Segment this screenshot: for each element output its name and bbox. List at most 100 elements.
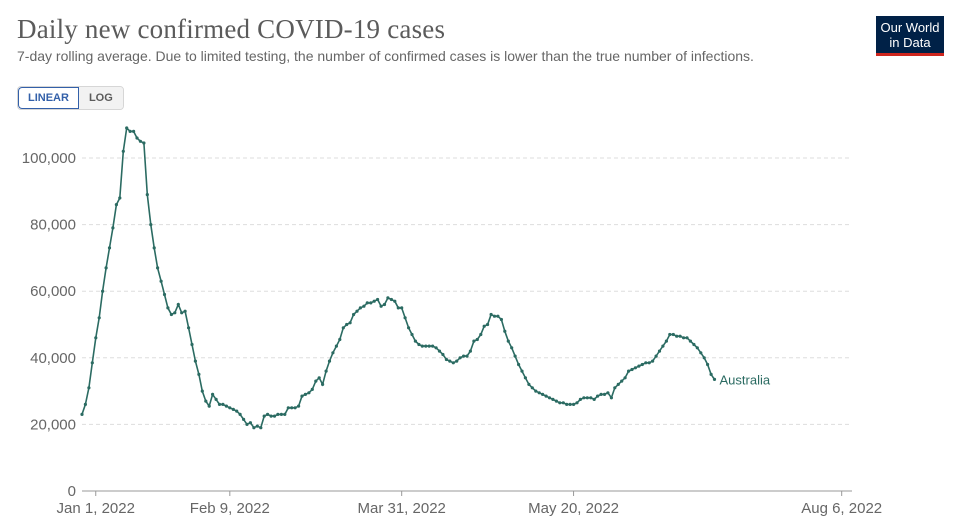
data-point (121, 149, 125, 153)
data-point (334, 344, 338, 348)
data-point (486, 322, 490, 327)
data-point (242, 417, 246, 421)
data-point (386, 296, 390, 300)
data-point (427, 344, 431, 348)
data-point (627, 369, 631, 373)
data-point (221, 402, 225, 406)
data-point (300, 394, 304, 398)
data-point (623, 376, 627, 380)
data-point (183, 309, 187, 313)
data-point (431, 344, 435, 348)
y-tick-label: 60,000 (30, 283, 76, 300)
data-point (90, 361, 94, 365)
data-point (107, 246, 112, 250)
data-point (479, 332, 483, 337)
data-point (389, 297, 393, 302)
data-point (235, 409, 239, 413)
data-point (682, 336, 686, 340)
series-label-australia: Australia (720, 372, 771, 387)
y-axis-ticks: 0 20,000 40,000 60,000 80,000 100,000 (22, 150, 76, 500)
data-point (613, 386, 617, 390)
data-point (358, 306, 362, 310)
data-point (176, 302, 180, 307)
data-point (173, 311, 177, 315)
data-point (262, 414, 266, 418)
data-point (633, 366, 638, 370)
data-point (506, 339, 510, 343)
data-point (651, 359, 655, 363)
data-point (482, 324, 486, 328)
owid-logo[interactable]: Our World in Data (876, 16, 944, 56)
x-tick-label: Mar 31, 2022 (357, 500, 445, 517)
data-point (475, 337, 479, 342)
data-point (104, 266, 108, 270)
data-point (372, 299, 376, 303)
data-point (554, 399, 559, 403)
data-point (204, 399, 208, 403)
data-point (362, 304, 366, 308)
gridlines (82, 157, 852, 425)
logo-line-2: in Data (889, 35, 931, 50)
data-point (321, 382, 325, 386)
data-point (712, 377, 717, 381)
data-point (709, 372, 713, 376)
data-point (455, 359, 459, 363)
data-point (180, 311, 184, 315)
data-point (565, 402, 569, 406)
data-point (231, 407, 235, 411)
data-point (451, 361, 455, 365)
data-point (599, 392, 603, 396)
data-point (527, 382, 531, 386)
series-line-australia (81, 126, 716, 429)
x-tick-label: May 20, 2022 (528, 500, 619, 517)
logo-line-1: Our World (880, 20, 940, 35)
data-point (620, 379, 624, 383)
data-point (702, 356, 706, 360)
data-point (376, 297, 380, 302)
data-point (190, 342, 194, 347)
linear-scale-button[interactable]: LINEAR (18, 87, 79, 109)
data-point (609, 396, 614, 400)
data-point (578, 397, 583, 401)
data-point (283, 412, 287, 416)
data-point (575, 401, 579, 405)
data-point (159, 279, 163, 283)
log-scale-button[interactable]: LOG (78, 87, 123, 109)
data-point (616, 382, 620, 386)
x-tick-label: Jan 1, 2022 (57, 500, 135, 517)
data-point (499, 317, 503, 322)
data-point (468, 349, 472, 353)
data-point (462, 354, 466, 358)
data-point (348, 321, 352, 325)
data-point (138, 139, 142, 143)
data-point (437, 349, 442, 353)
data-point (661, 344, 665, 348)
x-tick-label: Aug 6, 2022 (801, 500, 882, 517)
data-point (259, 426, 263, 430)
data-point (345, 322, 349, 327)
data-point (492, 314, 497, 318)
data-point (266, 412, 270, 416)
data-point (338, 337, 342, 342)
data-point (276, 412, 280, 416)
data-point (214, 397, 218, 401)
y-tick-label: 100,000 (22, 150, 76, 167)
data-point (530, 386, 534, 390)
data-point (94, 336, 98, 340)
data-point (441, 352, 445, 357)
data-point (558, 401, 562, 405)
data-point (341, 326, 345, 330)
data-point (602, 392, 607, 396)
data-point (513, 354, 517, 358)
data-point (534, 389, 538, 393)
data-point (547, 396, 552, 400)
chart-subtitle: 7-day rolling average. Due to limited te… (17, 48, 754, 64)
data-point (355, 309, 359, 313)
y-tick-label: 0 (68, 483, 76, 500)
y-tick-label: 80,000 (30, 217, 76, 234)
data-point (671, 332, 675, 337)
data-point (541, 392, 545, 396)
data-point (561, 401, 565, 405)
data-point (83, 402, 87, 406)
